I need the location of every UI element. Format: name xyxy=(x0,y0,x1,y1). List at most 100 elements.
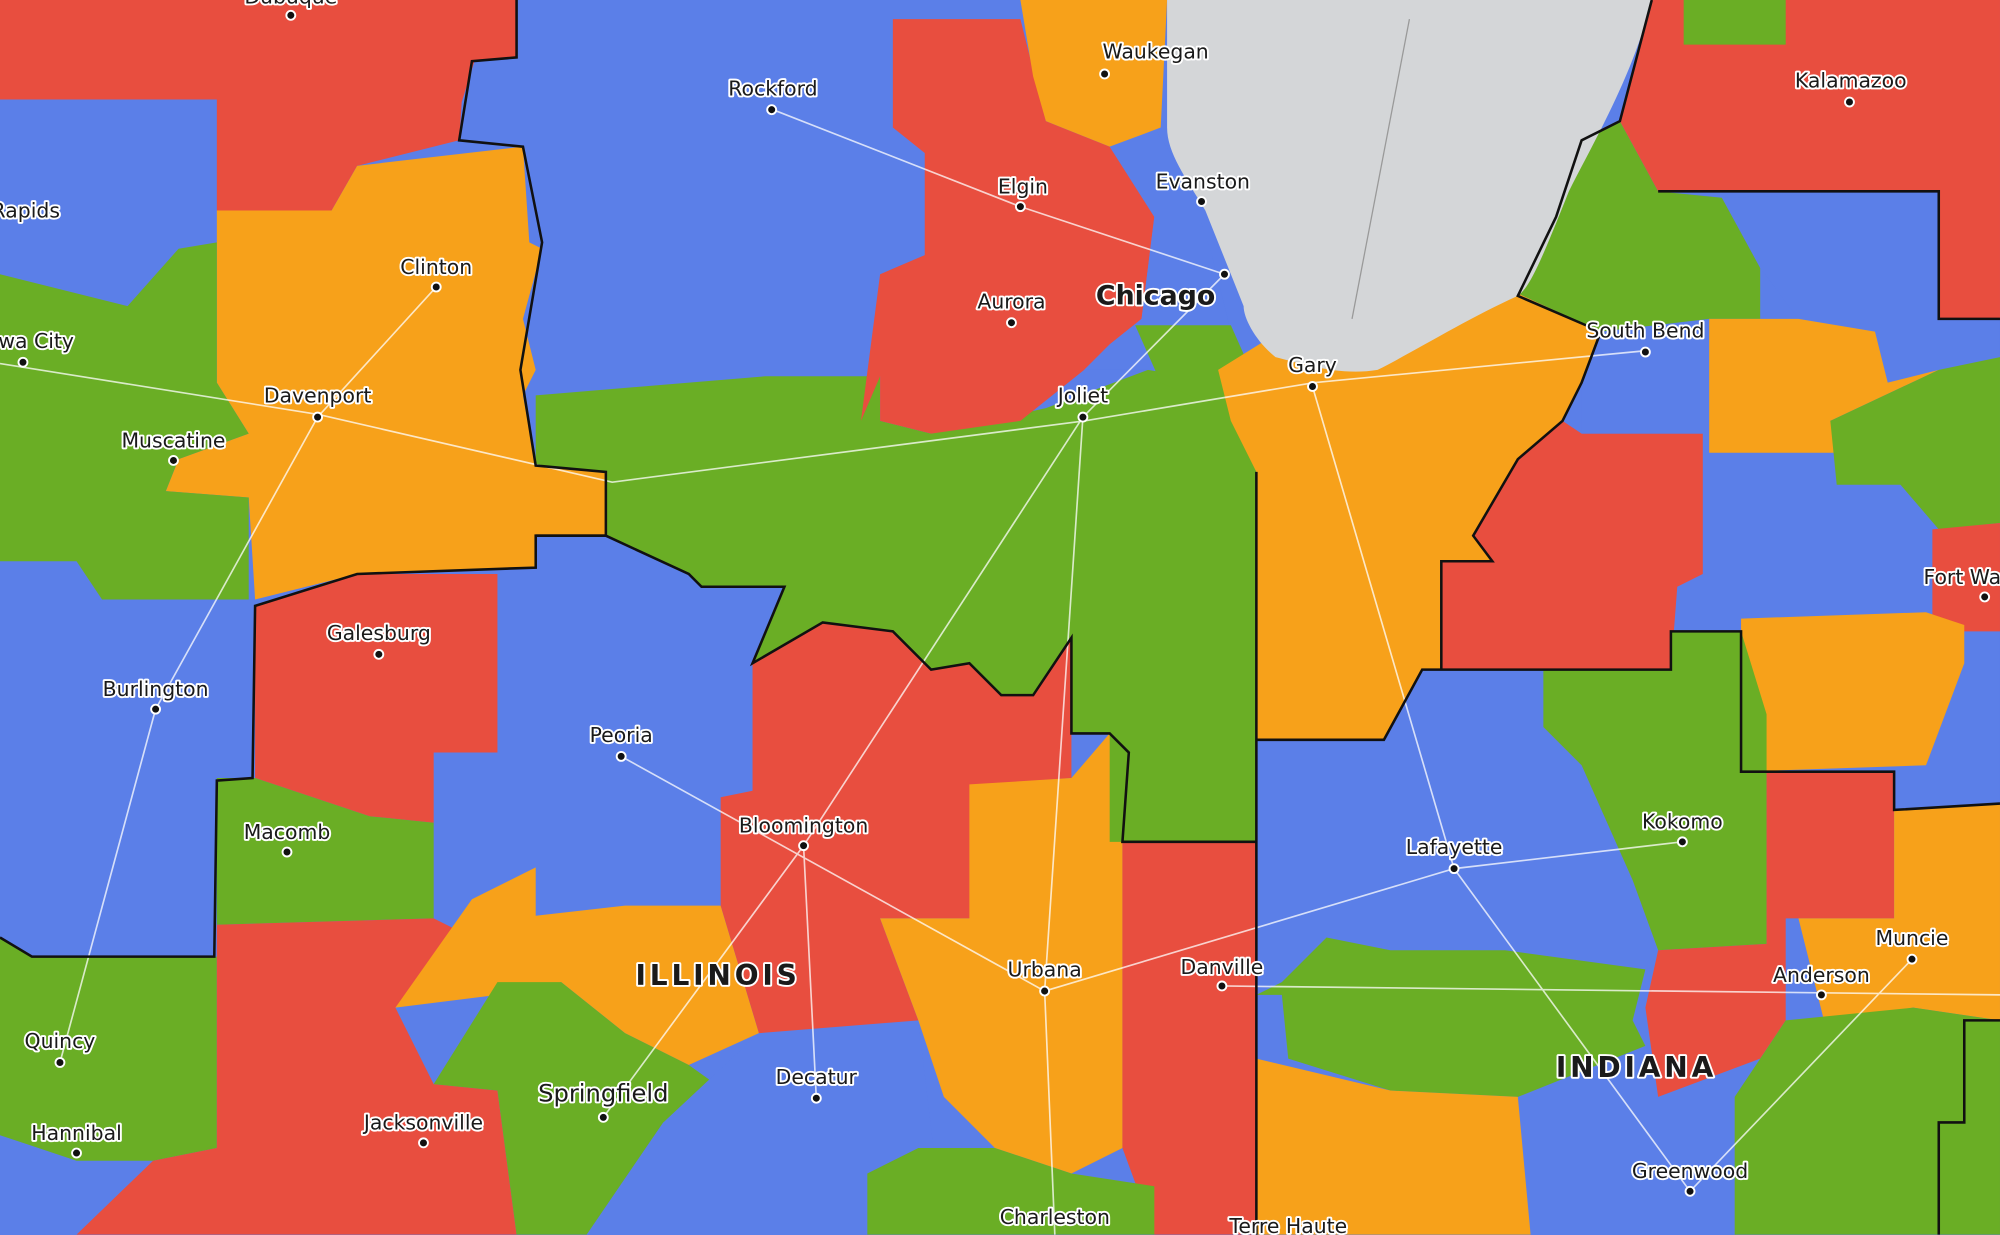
city-label: Joliet xyxy=(1056,384,1108,408)
city-label: Greenwood xyxy=(1632,1159,1748,1183)
city-dot xyxy=(597,1111,609,1123)
city-dot xyxy=(168,455,179,466)
district-border xyxy=(1440,0,1654,670)
region xyxy=(535,369,1257,842)
region xyxy=(586,1020,944,1235)
city-dot xyxy=(766,104,778,116)
city-dot xyxy=(285,9,297,21)
city-label: Cedar Rapids xyxy=(0,199,60,223)
city-dot xyxy=(1216,980,1228,992)
region xyxy=(1256,937,1646,1097)
city-label: Aurora xyxy=(977,289,1045,313)
city-label: Muscatine xyxy=(121,428,225,452)
region xyxy=(860,19,1155,434)
city-dot xyxy=(1099,68,1111,80)
region xyxy=(1256,1058,1531,1235)
city-label: Gary xyxy=(1288,353,1337,377)
city-label: Springfield xyxy=(538,1079,668,1107)
city-dot xyxy=(1639,346,1651,358)
region xyxy=(0,0,517,211)
city-label: Burlington xyxy=(103,677,209,701)
region xyxy=(1932,522,2000,632)
region xyxy=(1581,318,1710,434)
city-dot xyxy=(17,356,29,368)
region xyxy=(1122,841,1257,1235)
region xyxy=(255,573,498,823)
city-dot xyxy=(1676,836,1688,848)
city-dot xyxy=(430,281,442,293)
city-dot xyxy=(1039,985,1051,997)
city-dot xyxy=(1219,268,1230,280)
city-dot xyxy=(1307,381,1318,392)
lake xyxy=(1167,0,1652,372)
city-label: Danville xyxy=(1181,955,1264,979)
city-label: Jacksonville xyxy=(362,1111,483,1135)
city-label: Dubuque xyxy=(244,0,337,8)
region xyxy=(1517,121,1761,332)
region xyxy=(1645,771,1895,1097)
region xyxy=(1084,127,1231,370)
region xyxy=(1441,420,1703,670)
region xyxy=(395,867,759,1066)
region xyxy=(1619,0,2000,319)
region xyxy=(0,242,249,600)
region xyxy=(1741,612,1965,772)
region xyxy=(880,733,1129,1174)
region xyxy=(1709,318,1939,453)
city-dot xyxy=(1844,96,1855,108)
district-border xyxy=(1658,190,2000,321)
city-label: Charleston xyxy=(1000,1205,1110,1229)
district-border xyxy=(535,534,1257,844)
city-dot xyxy=(810,1092,822,1104)
city-label: Urbana xyxy=(1008,958,1082,982)
region xyxy=(1543,631,1767,951)
city-label: Fort Wayne xyxy=(1923,565,2000,589)
city-label: Evanston xyxy=(1156,169,1250,193)
region xyxy=(433,982,734,1235)
city-label: Kokomo xyxy=(1642,810,1723,834)
city-label: Lafayette xyxy=(1406,835,1503,859)
lake-line xyxy=(1351,19,1411,319)
city-dot xyxy=(150,703,162,715)
city-dot xyxy=(615,750,627,762)
district-border xyxy=(1256,630,2000,812)
region xyxy=(0,937,217,1161)
region xyxy=(1734,1007,2000,1235)
region xyxy=(1721,191,1939,319)
city-dot xyxy=(1014,201,1026,213)
city-label: Galesburg xyxy=(327,621,431,645)
city-label: Quincy xyxy=(25,1029,96,1053)
city-dot xyxy=(373,648,385,660)
city-dot xyxy=(418,1137,429,1149)
region xyxy=(1218,293,1601,740)
region xyxy=(1798,803,2000,1021)
city-label: Hannibal xyxy=(31,1121,121,1145)
city-dot xyxy=(1448,863,1460,875)
city-dot xyxy=(1196,196,1207,207)
city-label: Macomb xyxy=(244,820,331,844)
city-dot xyxy=(54,1057,66,1068)
city-label: Rockford xyxy=(728,76,817,100)
state-label: ILLINOIS xyxy=(636,959,801,992)
city-label: Iowa City xyxy=(0,329,74,353)
city-dot xyxy=(312,411,324,423)
city-label: Waukegan xyxy=(1102,39,1208,63)
region xyxy=(1683,0,1786,45)
city-label: Kalamazoo xyxy=(1795,69,1907,93)
city-label: Decatur xyxy=(776,1065,858,1089)
district-border xyxy=(1937,1019,2000,1235)
city-dot xyxy=(1979,591,1991,603)
city-label: Davenport xyxy=(264,384,372,408)
city-dot xyxy=(1077,411,1089,423)
city-label: Peoria xyxy=(590,723,653,747)
region xyxy=(216,778,434,925)
city-dot xyxy=(798,840,809,852)
city-dot xyxy=(1006,317,1017,329)
city-label: Chicago xyxy=(1096,281,1215,312)
city-label: Muncie xyxy=(1876,926,1949,950)
city-label: Elgin xyxy=(998,174,1048,198)
city-dot xyxy=(1906,953,1918,965)
city-dot xyxy=(1815,989,1827,1001)
